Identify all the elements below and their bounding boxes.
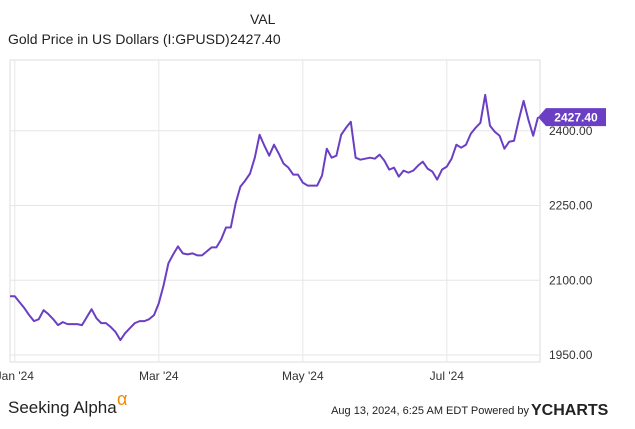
x-tick-label: Jul '24 (430, 369, 465, 383)
provider: YCHARTS (531, 402, 609, 419)
y-tick-label: 1950.00 (549, 348, 593, 362)
brand-symbol: α (117, 389, 127, 409)
series-name: Gold Price in US Dollars (I:GPUSD) (8, 31, 230, 47)
x-tick-label: May '24 (282, 369, 324, 383)
y-tick-label: 2400.00 (549, 124, 593, 138)
value-header: VAL (250, 11, 276, 27)
value-label: 2427.40 (554, 111, 598, 125)
y-tick-label: 2100.00 (549, 273, 593, 287)
timestamp: Aug 13, 2024, 6:25 AM EDT Powered by (331, 405, 529, 417)
plot-frame (9, 59, 541, 363)
x-tick-label: Mar '24 (139, 369, 179, 383)
brand: Seeking Alpha (8, 398, 117, 417)
x-tick-label: Jan '24 (0, 369, 34, 383)
y-tick-label: 2250.00 (549, 199, 593, 213)
value-callout (538, 108, 606, 127)
current-value: 2427.40 (230, 31, 281, 47)
price-line (10, 93, 539, 342)
